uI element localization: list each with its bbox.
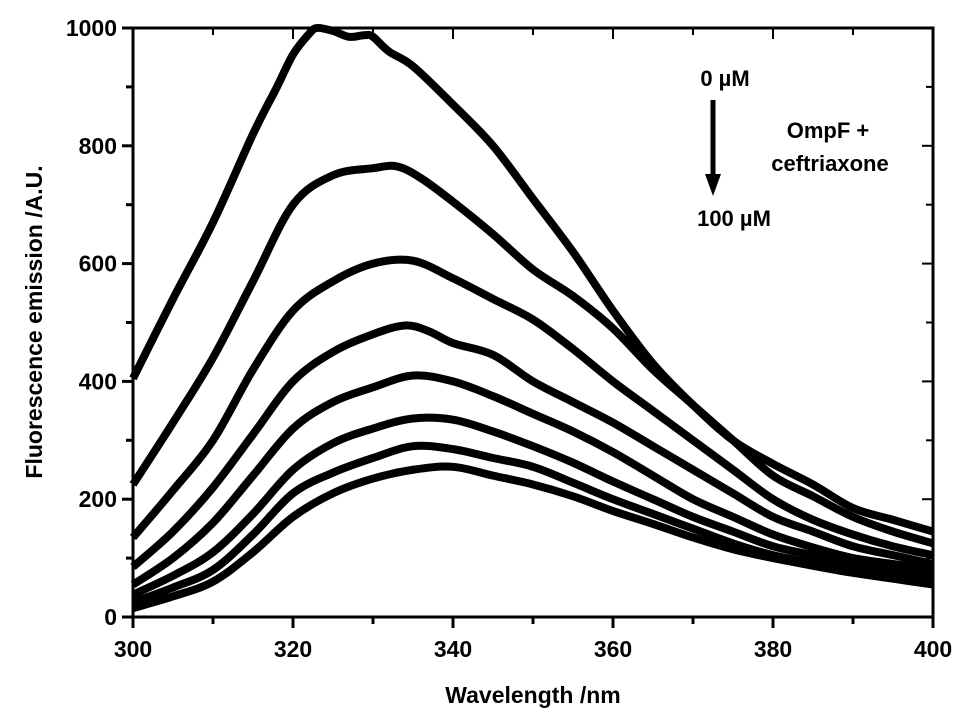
series-line-2 [129, 161, 935, 548]
x-tick-label: 380 [754, 636, 792, 662]
end-concentration-label: 100 µM [697, 206, 771, 231]
x-axis: 300 320 340 360 380 400 [114, 28, 952, 662]
x-tick-label: 400 [914, 636, 952, 662]
down-arrow-icon [705, 174, 721, 196]
y-tick-label: 1000 [66, 15, 117, 41]
concentration-annotation: 0 µM 100 µM OmpF + ceftriaxone [697, 66, 889, 231]
start-concentration-label: 0 µM [700, 66, 749, 91]
sample-label-line2: ceftriaxone [771, 151, 888, 176]
x-tick-label: 360 [594, 636, 632, 662]
y-tick-label: 600 [79, 251, 117, 277]
series-line-1 [129, 23, 935, 536]
x-tick-label: 320 [274, 636, 312, 662]
series-line-3 [129, 255, 934, 560]
series-line-6 [131, 413, 934, 599]
y-tick-label: 200 [79, 486, 117, 512]
x-tick-label: 300 [114, 636, 152, 662]
y-tick-label: 0 [104, 604, 117, 630]
series-line-4 [130, 321, 934, 570]
x-axis-title: Wavelength /nm [445, 682, 621, 708]
y-axis: 0 200 400 600 800 1000 [66, 15, 933, 630]
x-tick-label: 340 [434, 636, 472, 662]
sample-label-line1: OmpF + [787, 118, 870, 143]
y-axis-title: Fluorescence emission /A.U. [21, 165, 47, 478]
series-line-8 [131, 462, 934, 613]
curves-group [129, 23, 935, 613]
y-tick-label: 400 [79, 368, 117, 394]
y-tick-label: 800 [79, 133, 117, 159]
series-line-5 [130, 371, 934, 588]
